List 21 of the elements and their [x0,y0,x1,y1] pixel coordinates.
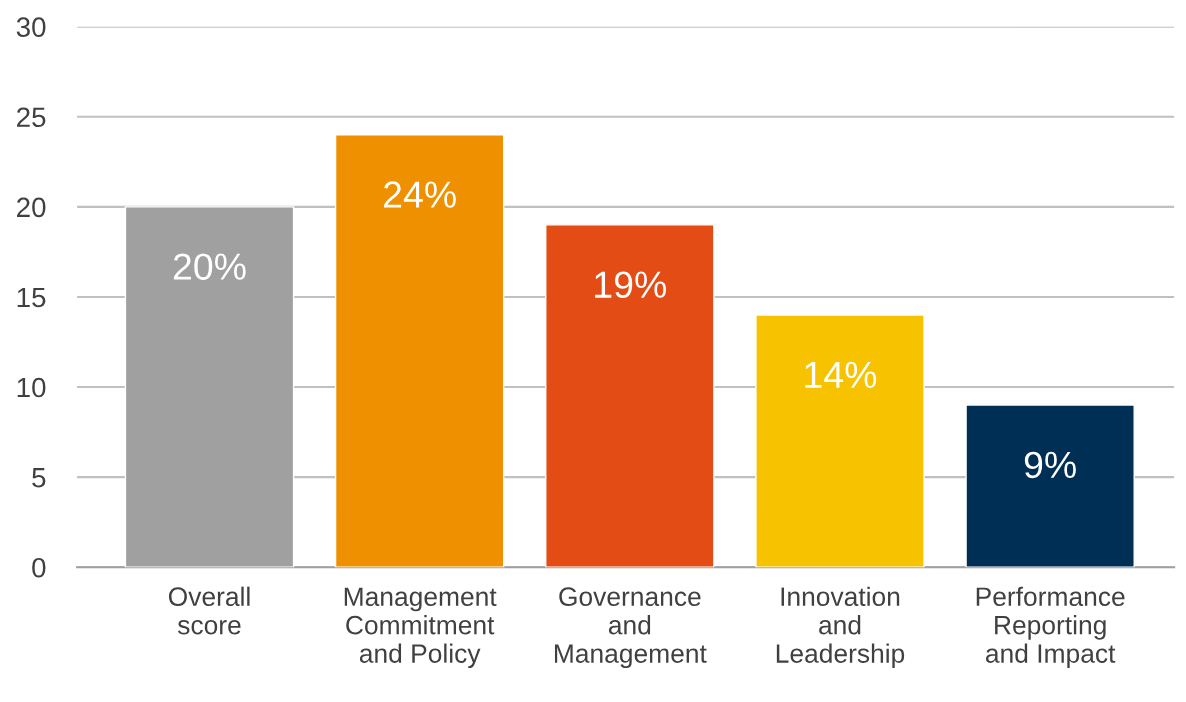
bar [965,404,1135,568]
x-tick-label: Management Commitment and Policy [344,587,497,669]
y-tick-label: 20 [17,197,46,218]
y-tick-label: 30 [16,17,46,38]
data-label: 20% [173,253,246,280]
x-tick-label: Overall score [168,586,250,635]
x-tick-label: Performance Reporting and Impact [976,586,1125,669]
bar [334,134,505,568]
y-tick-label: 10 [17,377,46,398]
y-tick-label: 5 [32,468,46,488]
x-tick-label: Innovation and Leadership [776,586,905,669]
y-tick-label: 0 [32,557,46,578]
y-tick-label: 25 [17,107,46,128]
data-label: 19% [595,271,667,298]
data-label: 24% [384,181,456,208]
bar [755,314,925,568]
y-tick-label: 15 [17,287,46,308]
data-label: 9% [1024,451,1076,479]
bar [545,224,715,568]
data-label: 14% [805,361,877,388]
x-tick-label: Governance and Management [554,587,707,669]
